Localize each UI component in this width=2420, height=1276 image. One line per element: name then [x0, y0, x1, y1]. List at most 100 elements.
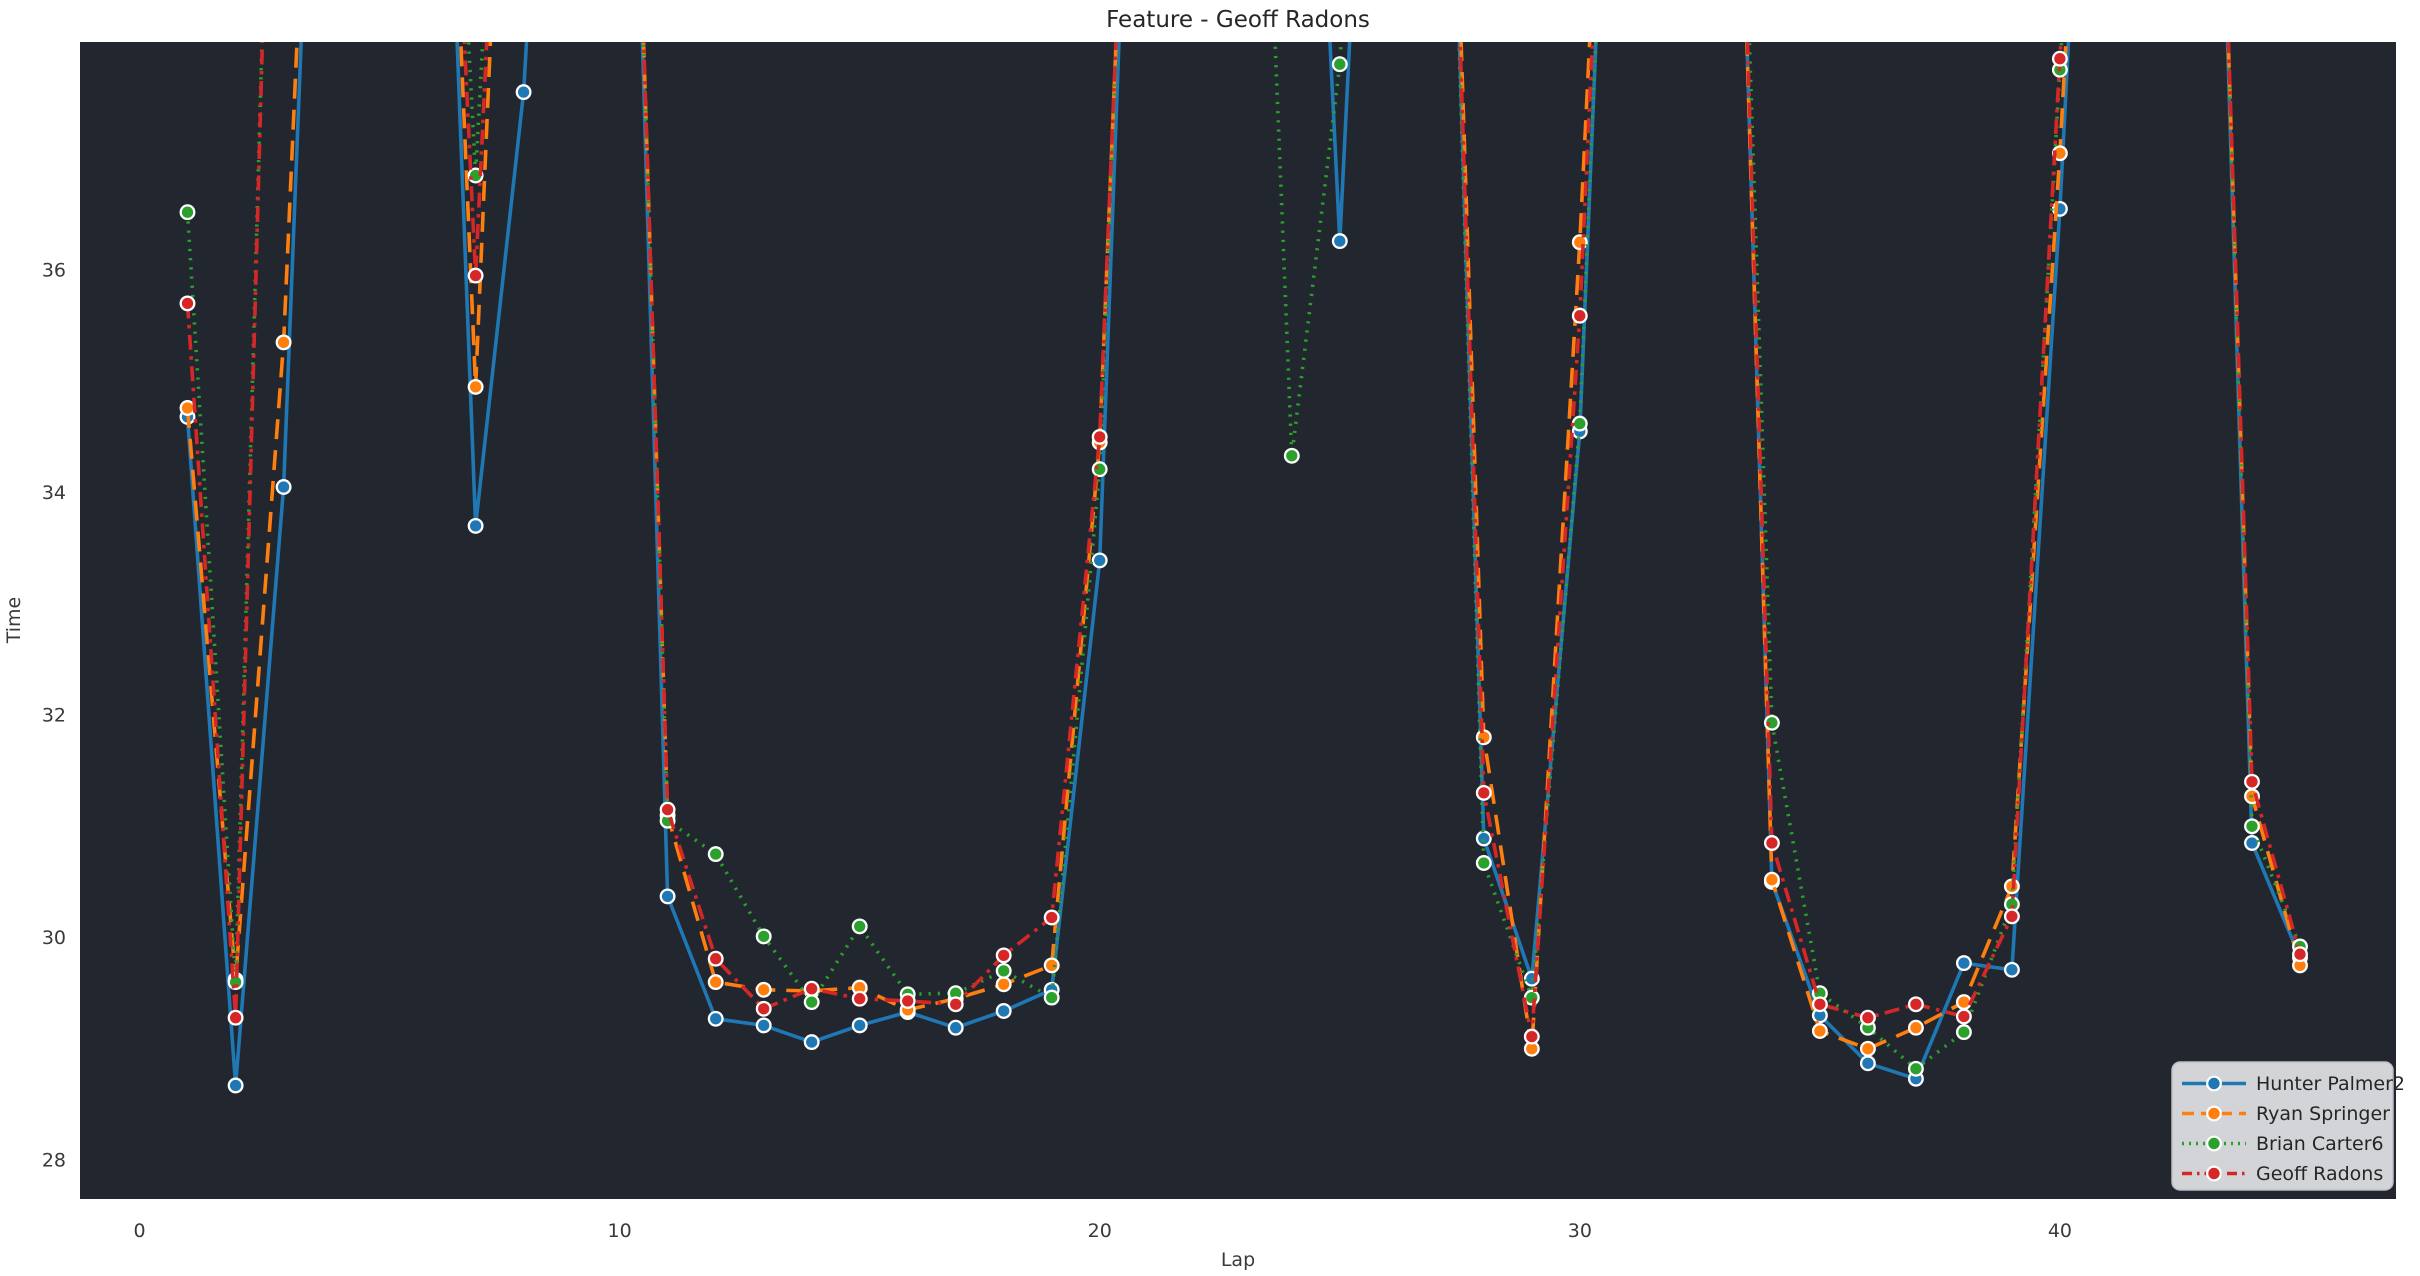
data-point-marker	[851, 918, 868, 935]
data-point-marker	[947, 1019, 964, 1036]
data-point-marker	[275, 479, 292, 495]
data-point-marker	[467, 378, 484, 395]
legend-label: Ryan Springer	[2256, 1103, 2390, 1125]
data-point-marker	[1331, 233, 1348, 250]
data-point-marker	[2003, 961, 2020, 978]
data-point-marker	[1091, 552, 1108, 569]
legend-label: Geoff Radons	[2256, 1163, 2383, 1185]
data-point-marker	[2244, 835, 2260, 851]
data-point-marker	[227, 1009, 244, 1026]
legend-box	[2171, 1061, 2394, 1191]
data-point-marker	[851, 1017, 868, 1034]
data-point-marker	[803, 994, 820, 1011]
data-point-marker	[2292, 946, 2308, 963]
data-point-marker	[755, 928, 772, 945]
data-point-marker	[1043, 909, 1060, 926]
data-point-marker	[1331, 56, 1348, 73]
data-point-marker	[1763, 835, 1780, 851]
data-point-marker	[1475, 784, 1492, 801]
data-point-marker	[755, 981, 772, 998]
legend-label: Hunter Palmer2	[2256, 1073, 2405, 1095]
data-point-marker	[1955, 955, 1972, 972]
data-point-marker	[1763, 871, 1780, 888]
data-point-marker	[179, 204, 196, 221]
legend-label: Brian Carter6	[2256, 1133, 2384, 1155]
data-point-marker	[995, 962, 1012, 979]
series-line-geoff-radons	[185, 42, 2302, 1039]
series-line-hunter-palmer2	[185, 42, 2302, 1088]
data-point-marker	[1043, 957, 1060, 974]
data-point-marker	[803, 980, 820, 997]
data-point-marker	[803, 1034, 820, 1051]
data-point-marker	[515, 84, 532, 101]
x-tick-label: 40	[2048, 1220, 2072, 1242]
y-tick-label: 28	[42, 1150, 66, 1172]
data-point-marker	[659, 888, 676, 905]
data-point-marker	[1811, 1023, 1828, 1039]
data-point-marker	[995, 947, 1012, 964]
data-point-marker	[1811, 996, 1828, 1013]
data-point-marker	[1859, 1040, 1876, 1057]
series-markers-geoff-radons	[179, 50, 2308, 1045]
series-layer	[179, 42, 2308, 1094]
data-point-marker	[707, 950, 724, 967]
data-point-marker	[2051, 50, 2068, 67]
data-point-marker	[947, 996, 964, 1013]
x-tick-label: 20	[1088, 1220, 1112, 1242]
data-point-marker	[1091, 461, 1108, 478]
x-tick-label: 0	[133, 1220, 145, 1242]
legend-marker-sample	[2206, 1075, 2222, 1092]
data-point-marker	[899, 993, 916, 1009]
x-axis-tick-labels: 0 10 20 30 40	[133, 1220, 2072, 1242]
x-tick-label: 10	[608, 1220, 632, 1242]
data-point-marker	[227, 1077, 244, 1094]
legend-item-ryan-springer: Ryan Springer	[2182, 1103, 2390, 1125]
data-point-marker	[1859, 1009, 1876, 1026]
chart-title: Feature - Geoff Radons	[1106, 7, 1370, 33]
data-point-marker	[2244, 818, 2260, 835]
data-point-marker	[1523, 989, 1540, 1006]
legend-item-geoff-radons: Geoff Radons	[2182, 1163, 2383, 1185]
y-tick-label: 36	[42, 260, 66, 282]
data-point-marker	[2003, 908, 2020, 925]
data-point-marker	[1955, 1024, 1972, 1041]
data-point-marker	[1907, 996, 1924, 1013]
data-point-marker	[1955, 994, 1972, 1011]
data-point-marker	[1283, 447, 1300, 464]
y-axis-tick-labels: 28 30 32 34 36	[42, 260, 66, 1172]
legend-item-brian-carter6: Brian Carter6	[2182, 1133, 2384, 1155]
data-point-marker	[851, 990, 868, 1007]
series-markers-brian-carter6	[179, 56, 2308, 1077]
legend-item-hunter-palmer2: Hunter Palmer2	[2182, 1073, 2405, 1095]
legend: Hunter Palmer2 Ryan Springer Brian Carter6…	[2171, 1061, 2405, 1191]
data-point-marker	[995, 1003, 1012, 1019]
data-point-marker	[467, 517, 484, 534]
x-axis-label: Lap	[1221, 1249, 1255, 1271]
y-tick-label: 32	[42, 705, 66, 727]
data-point-marker	[275, 334, 292, 351]
data-point-marker	[2244, 773, 2260, 790]
data-point-marker	[755, 1000, 772, 1017]
x-tick-label: 30	[1568, 1220, 1592, 1242]
legend-marker-sample	[2206, 1165, 2222, 1182]
data-point-marker	[1859, 1055, 1876, 1072]
data-point-marker	[1763, 714, 1780, 731]
data-point-marker	[1475, 855, 1492, 871]
y-tick-label: 34	[42, 482, 66, 504]
data-point-marker	[179, 295, 196, 312]
data-point-marker	[707, 846, 724, 863]
data-point-marker	[707, 1010, 724, 1027]
data-point-marker	[1955, 1008, 1972, 1025]
data-point-marker	[179, 400, 196, 416]
legend-marker-sample	[2206, 1135, 2222, 1152]
data-point-marker	[1907, 1019, 1924, 1036]
data-point-marker	[1091, 428, 1108, 445]
data-point-marker	[467, 267, 484, 284]
y-tick-label: 30	[42, 927, 66, 949]
data-point-marker	[1043, 989, 1060, 1006]
data-point-marker	[707, 974, 724, 991]
y-axis-label: Time	[3, 597, 25, 645]
plot-area	[80, 42, 2396, 1199]
data-point-marker	[755, 1017, 772, 1034]
